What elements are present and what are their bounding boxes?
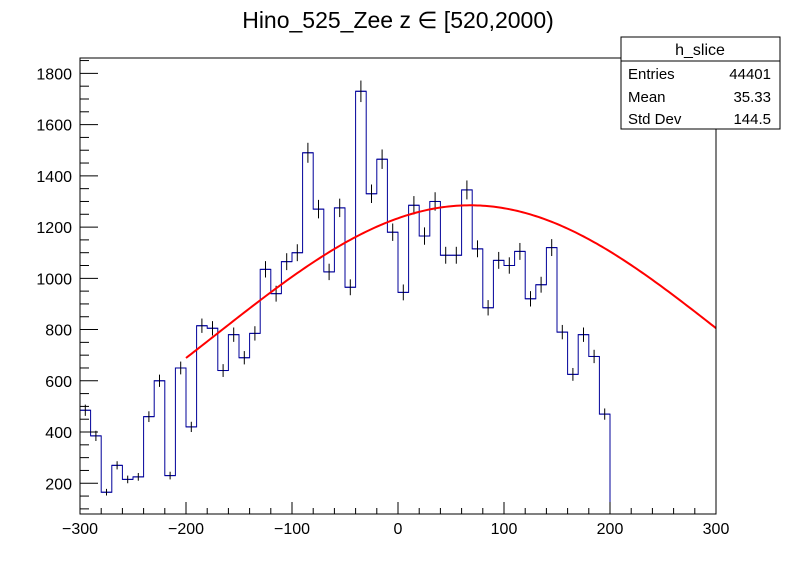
stats-box: h_slice Entries 44401 Mean 35.33 Std Dev… bbox=[620, 36, 781, 130]
y-tick-label: 1200 bbox=[36, 220, 72, 237]
stats-box-title: h_slice bbox=[675, 42, 725, 59]
axes-layer: −300 −200 −100 0 100 200 300 200 400 600 800 1000 12… bbox=[36, 60, 730, 538]
y-tick-label: 400 bbox=[45, 425, 72, 442]
y-tick-label: 800 bbox=[45, 323, 72, 340]
stats-box-frame bbox=[620, 36, 781, 130]
y-tick-label: 1000 bbox=[36, 271, 72, 288]
x-tick-label: 200 bbox=[597, 521, 624, 538]
x-tick-label: −300 bbox=[62, 521, 98, 538]
y-tick-label: 1400 bbox=[36, 169, 72, 186]
stats-mean-label: Mean bbox=[628, 89, 666, 106]
stats-stddev-label: Std Dev bbox=[628, 111, 682, 128]
x-tick-label: 100 bbox=[491, 521, 518, 538]
x-tick-label: 300 bbox=[703, 521, 730, 538]
stats-mean-value: 35.33 bbox=[733, 89, 771, 106]
y-tick-label: 600 bbox=[45, 374, 72, 391]
stats-entries-value: 44401 bbox=[729, 66, 771, 83]
histogram-marks bbox=[79, 80, 611, 514]
y-tick-label: 200 bbox=[45, 476, 72, 493]
fit-layer bbox=[185, 204, 717, 359]
fit-curve bbox=[185, 204, 717, 359]
y-tick-label: 1600 bbox=[36, 118, 72, 135]
x-tick-label: 0 bbox=[394, 521, 403, 538]
y-tick-label: 1800 bbox=[36, 66, 72, 83]
x-tick-label: −100 bbox=[274, 521, 310, 538]
chart-title: Hino_525_Zee z ∈ [520,2000) bbox=[242, 7, 554, 33]
x-tick-label: −200 bbox=[168, 521, 204, 538]
stats-stddev-value: 144.5 bbox=[733, 111, 771, 128]
stats-entries-label: Entries bbox=[628, 66, 675, 83]
